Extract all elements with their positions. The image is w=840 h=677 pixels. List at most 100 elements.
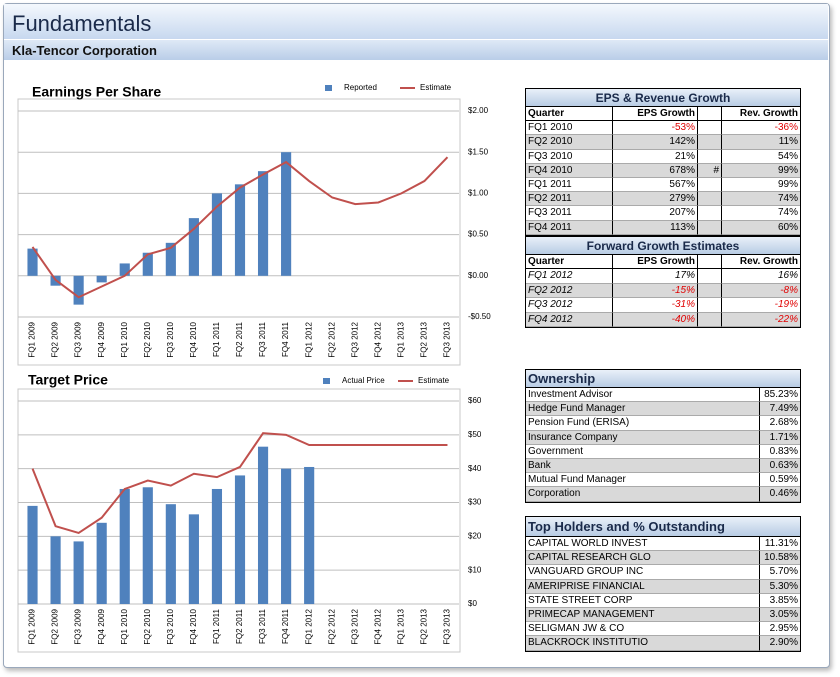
x-tick-label: FQ4 2009 — [97, 321, 106, 357]
bar — [257, 171, 269, 276]
table-cell: 142% — [613, 135, 698, 150]
table-cell: 2.90% — [760, 636, 800, 651]
x-tick-label: FQ1 2013 — [396, 608, 405, 644]
x-tick-label: FQ1 2012 — [304, 608, 313, 644]
x-tick-label: FQ2 2012 — [327, 321, 336, 357]
y-tick-label: $0 — [468, 599, 477, 608]
x-tick-label: FQ1 2013 — [396, 321, 405, 357]
legend-label: Actual Price — [342, 376, 385, 385]
table-cell: # — [698, 163, 722, 178]
x-tick-label: FQ3 2010 — [166, 321, 175, 357]
table-cell: FQ1 2012 — [526, 269, 613, 284]
table-cell: -40% — [613, 312, 698, 327]
table-cell — [698, 206, 722, 221]
x-tick-label: FQ2 2013 — [420, 608, 429, 644]
bar — [142, 252, 153, 276]
table-cell: SELIGMAN JW & CO — [526, 622, 760, 637]
x-tick-label: FQ1 2010 — [120, 608, 129, 644]
x-tick-label: FQ3 2013 — [443, 321, 452, 357]
x-tick-label: FQ1 2011 — [212, 608, 221, 644]
table-cell: 60% — [722, 220, 800, 235]
table-cell: FQ1 2010 — [526, 121, 613, 136]
table-cell — [698, 192, 722, 207]
table: EPS & Revenue Growth Quarter EPS Growth Rev… — [525, 88, 801, 236]
bar — [234, 184, 246, 276]
table-cell: 16% — [722, 269, 800, 284]
table-cell: 7.49% — [760, 402, 800, 417]
x-tick-label: FQ3 2012 — [350, 321, 359, 357]
table-cell: CAPITAL RESEARCH GLO — [526, 551, 760, 566]
x-tick-label: FQ1 2009 — [28, 321, 37, 357]
column-header: Quarter — [526, 255, 613, 270]
bar — [119, 488, 130, 604]
x-tick-label: FQ4 2011 — [281, 608, 290, 644]
table-cell: -53% — [613, 121, 698, 136]
line — [31, 156, 449, 299]
x-tick-label: FQ2 2009 — [51, 608, 60, 644]
table-cell: 99% — [722, 178, 800, 193]
table-cell — [698, 178, 722, 193]
table-cell — [698, 220, 722, 235]
legend-label: Reported — [344, 83, 377, 92]
table-cell — [698, 283, 722, 299]
x-tick-label: FQ1 2010 — [120, 321, 129, 357]
subtitle: Kla-Tencor Corporation — [12, 43, 157, 58]
column-header: EPS Growth — [613, 255, 698, 270]
chart-title: Target Price — [28, 372, 108, 388]
y-tick-label: $0.00 — [468, 271, 489, 280]
table-cell: Government — [526, 444, 760, 459]
table-cell: 113% — [613, 220, 698, 235]
column-header: Quarter — [526, 107, 613, 122]
table-cell: FQ3 2010 — [526, 149, 613, 164]
table-cell: Bank — [526, 459, 760, 474]
x-tick-label: FQ1 2009 — [28, 608, 37, 644]
table-cell: -22% — [722, 312, 800, 327]
table-cell: 74% — [722, 192, 800, 207]
table-cell: Corporation — [526, 487, 760, 502]
x-tick-label: FQ4 2009 — [97, 608, 106, 644]
bar — [96, 275, 107, 283]
table-cell: 1.71% — [760, 430, 800, 445]
bar — [234, 475, 246, 604]
bar — [27, 505, 38, 604]
charts: Earnings Per Share -$0.50 $0.00 $0.50 $1.00 $… — [17, 83, 491, 653]
x-tick-label: FQ2 2010 — [143, 321, 152, 357]
x-tick-label: FQ2 2011 — [235, 608, 244, 644]
line — [31, 432, 448, 535]
table: Ownership Investment Advisor 85.23% Hedge F… — [525, 369, 801, 503]
chart-title: Earnings Per Share — [32, 84, 161, 100]
x-tick-label: FQ4 2012 — [373, 321, 382, 357]
legend-marker — [325, 85, 332, 91]
x-tick-label: FQ1 2012 — [304, 321, 313, 357]
column-header: EPS Growth — [613, 107, 698, 122]
bar — [119, 263, 130, 276]
table-cell: AMERIPRISE FINANCIAL — [526, 579, 760, 594]
table-cell: -19% — [722, 298, 800, 313]
table-cell: 678% — [613, 163, 698, 178]
table-cell: -36% — [722, 121, 800, 136]
legend-marker — [323, 378, 330, 384]
table-cell: FQ2 2011 — [526, 192, 613, 207]
table-cell — [698, 269, 722, 284]
y-tick-label: -$0.50 — [468, 312, 491, 321]
bar — [281, 152, 292, 276]
x-tick-label: FQ2 2013 — [420, 321, 429, 357]
table-cell: Insurance Company — [526, 430, 760, 445]
table-title: Forward Growth Estimates — [526, 237, 800, 255]
table-cell: CAPITAL WORLD INVEST — [526, 537, 760, 552]
table-cell: 17% — [613, 269, 698, 284]
y-tick-label: $1.00 — [468, 189, 489, 198]
plot-frame — [17, 98, 461, 366]
x-tick-label: FQ2 2009 — [51, 321, 60, 357]
table-cell — [698, 149, 722, 164]
x-tick-label: FQ2 2011 — [235, 321, 244, 357]
table-cell: FQ3 2011 — [526, 206, 613, 221]
bar — [73, 541, 84, 604]
table-cell: 0.59% — [760, 473, 800, 488]
table-cell: 567% — [613, 178, 698, 193]
bar — [188, 218, 199, 276]
y-tick-label: $30 — [468, 498, 482, 507]
table-cell: PRIMECAP MANAGEMENT — [526, 608, 760, 623]
table-cell: -15% — [613, 283, 698, 299]
x-tick-label: FQ4 2011 — [281, 321, 290, 357]
